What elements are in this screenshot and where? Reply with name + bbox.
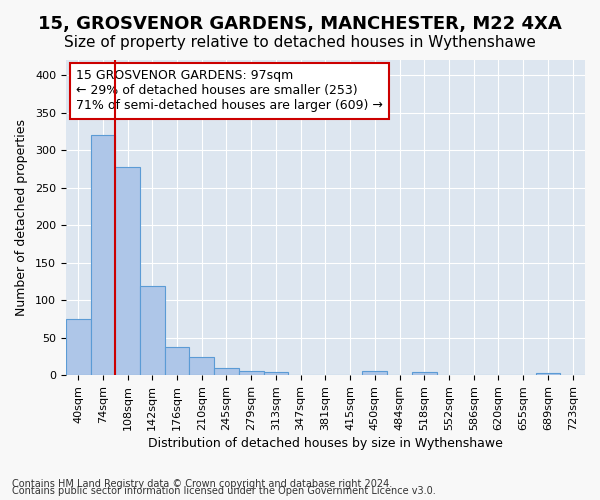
Bar [140,286,164,375]
Bar [214,368,239,375]
Bar [115,166,140,375]
Y-axis label: Number of detached properties: Number of detached properties [15,119,28,316]
Text: Contains public sector information licensed under the Open Government Licence v3: Contains public sector information licen… [12,486,436,496]
Bar [190,357,214,375]
X-axis label: Distribution of detached houses by size in Wythenshawe: Distribution of detached houses by size … [148,437,503,450]
Bar [412,372,437,375]
Bar [91,135,115,375]
Text: Size of property relative to detached houses in Wythenshawe: Size of property relative to detached ho… [64,35,536,50]
Bar [164,346,190,375]
Text: 15 GROSVENOR GARDENS: 97sqm
← 29% of detached houses are smaller (253)
71% of se: 15 GROSVENOR GARDENS: 97sqm ← 29% of det… [76,70,383,112]
Bar [239,372,263,375]
Text: Contains HM Land Registry data © Crown copyright and database right 2024.: Contains HM Land Registry data © Crown c… [12,479,392,489]
Bar [362,372,387,375]
Text: 15, GROSVENOR GARDENS, MANCHESTER, M22 4XA: 15, GROSVENOR GARDENS, MANCHESTER, M22 4… [38,15,562,33]
Bar [66,319,91,375]
Bar [263,372,289,375]
Bar [536,373,560,375]
